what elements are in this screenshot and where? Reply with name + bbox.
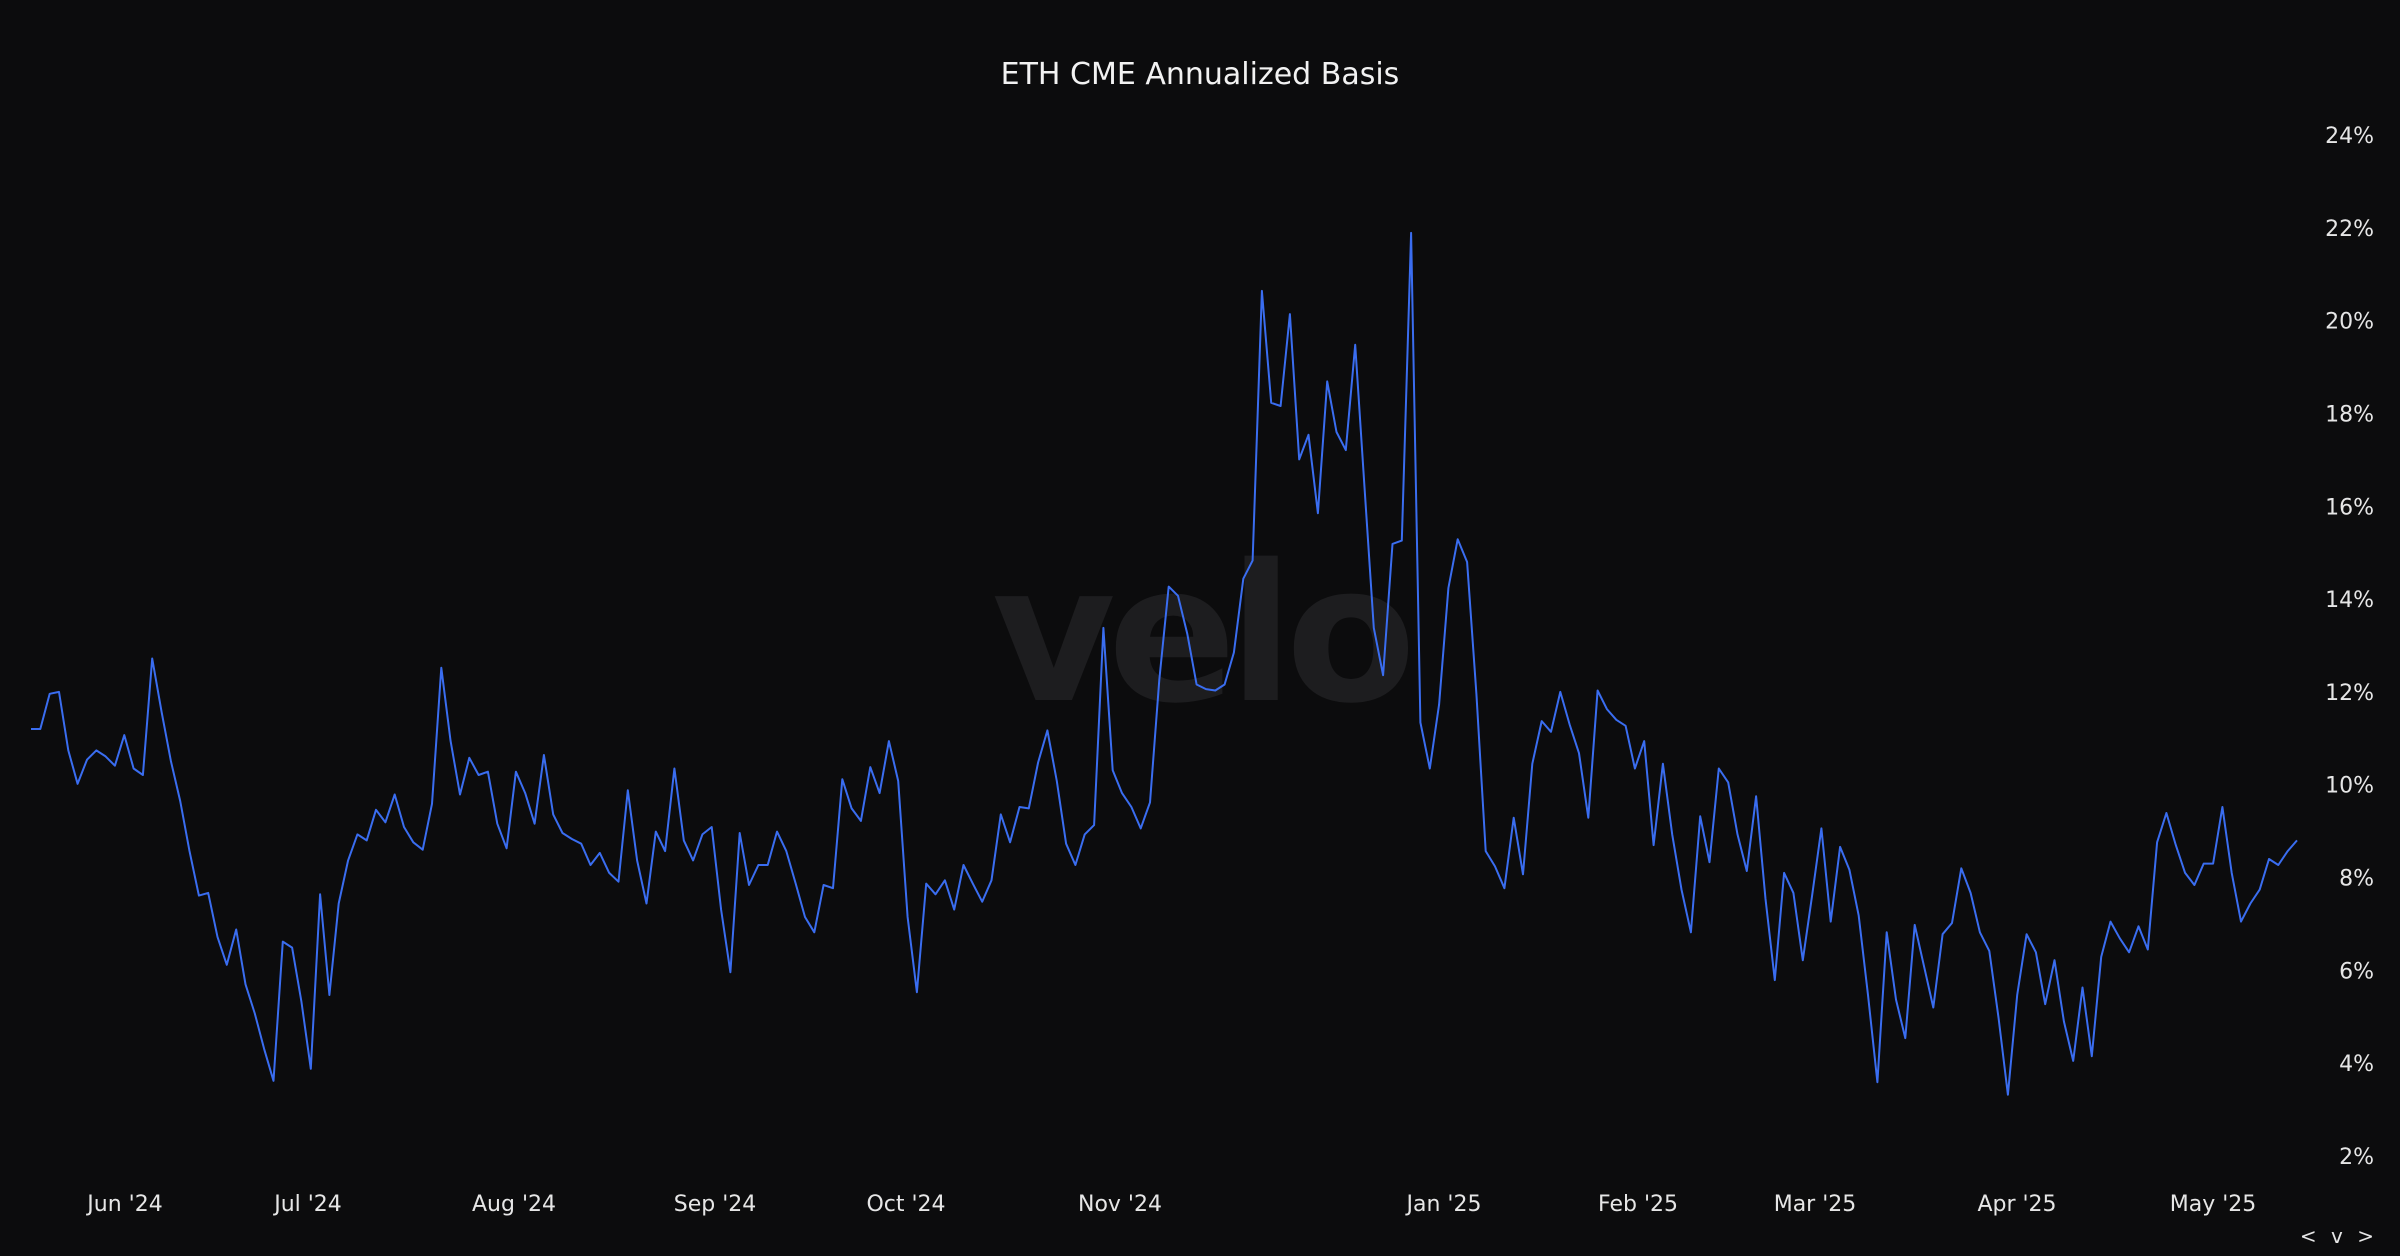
chart-title: ETH CME Annualized Basis	[1001, 57, 1400, 92]
y-tick-label: 22%	[2325, 217, 2374, 242]
x-tick-label: Feb '25	[1598, 1192, 1678, 1217]
x-tick-label: Jun '24	[85, 1192, 162, 1217]
y-tick-label: 18%	[2325, 402, 2374, 427]
x-tick-label: Aug '24	[472, 1192, 556, 1217]
x-tick-label: Sep '24	[674, 1192, 757, 1217]
y-tick-label: 2%	[2339, 1145, 2374, 1170]
x-tick-label: Jan '25	[1405, 1192, 1482, 1217]
y-tick-label: 16%	[2325, 495, 2374, 520]
y-tick-label: 8%	[2339, 867, 2374, 892]
y-tick-label: 4%	[2339, 1052, 2374, 1077]
x-tick-label: Apr '25	[1977, 1192, 2056, 1217]
y-tick-label: 10%	[2325, 774, 2374, 799]
velo-watermark: velo	[992, 524, 1409, 745]
x-axis: Jun '24 Jul '24 Aug '24 Sep '24 Oct '24 Nov '…	[85, 1192, 2256, 1217]
x-tick-label: Nov '24	[1078, 1192, 1162, 1217]
y-tick-label: 24%	[2325, 124, 2374, 149]
x-tick-label: Jul '24	[272, 1192, 342, 1217]
y-tick-label: 14%	[2325, 588, 2374, 613]
series-line	[31, 231, 2298, 1096]
x-tick-label: May '25	[2170, 1192, 2257, 1217]
x-tick-label: Oct '24	[866, 1192, 945, 1217]
y-axis: 24% 22% 20% 18% 16% 14% 12% 10% 8% 6% 4% 2%	[2325, 124, 2374, 1170]
y-tick-label: 20%	[2325, 310, 2374, 335]
x-tick-label: Mar '25	[1774, 1192, 1857, 1217]
y-tick-label: 6%	[2339, 959, 2374, 984]
y-tick-label: 12%	[2325, 681, 2374, 706]
chart-navigation-control[interactable]: < v >	[2299, 1224, 2378, 1248]
